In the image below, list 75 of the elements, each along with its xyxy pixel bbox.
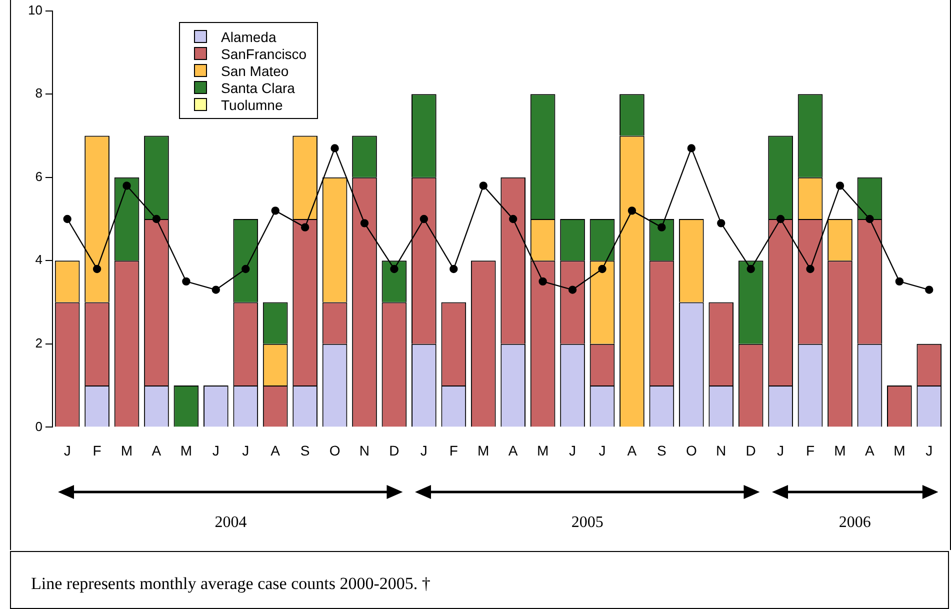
- point: [925, 286, 934, 294]
- point: [420, 214, 428, 224]
- x-tick-label: M: [120, 442, 133, 458]
- y-tick-label: 0: [35, 418, 42, 434]
- point: [568, 286, 577, 294]
- text: 2006: [838, 514, 871, 532]
- point: [806, 264, 814, 274]
- point: [390, 264, 398, 274]
- text: 2005: [571, 514, 604, 532]
- point: [776, 214, 785, 224]
- x-tick-label: F: [806, 442, 815, 458]
- x-tick-label: S: [657, 442, 666, 458]
- x-tick-label: J: [569, 442, 576, 458]
- x-tick-label: M: [478, 442, 490, 458]
- point: [92, 264, 102, 274]
- legend-label: SanFrancisco: [221, 46, 307, 62]
- y-tick-label: 6: [35, 168, 42, 184]
- point: [271, 206, 280, 215]
- point: [479, 182, 488, 190]
- x-tick-label: A: [865, 442, 876, 458]
- point: [212, 286, 220, 294]
- point: [450, 264, 458, 274]
- x-tick-label: M: [834, 442, 846, 458]
- x-tick-label: S: [300, 442, 310, 458]
- point: [538, 277, 547, 286]
- point: [895, 277, 904, 286]
- x-tick-label: J: [212, 442, 220, 458]
- x-tick-label: M: [536, 442, 549, 458]
- y-tick-label: 10: [28, 2, 42, 18]
- point: [330, 144, 339, 152]
- point: [242, 264, 250, 274]
- point: [63, 214, 72, 224]
- legend-label: San Mateo: [221, 62, 289, 78]
- x-tick-label: M: [180, 442, 192, 458]
- legend-label: Alameda: [221, 28, 276, 44]
- point: [866, 214, 874, 224]
- y-tick-label: 8: [35, 86, 42, 101]
- point: [152, 214, 161, 224]
- text: 2004: [214, 514, 247, 532]
- x-tick-label: N: [716, 442, 726, 458]
- point: [687, 144, 696, 152]
- x-tick-label: O: [686, 442, 697, 458]
- x-tick-label: O: [329, 442, 340, 458]
- point: [360, 219, 369, 228]
- point: [300, 223, 310, 232]
- text: Line represents monthly average case counts 2000-2005. †: [31, 574, 430, 594]
- x-tick-label: D: [746, 442, 756, 458]
- x-tick-label: J: [242, 442, 250, 458]
- x-tick-label: J: [64, 442, 71, 458]
- x-tick-label: A: [270, 442, 281, 458]
- point: [658, 223, 666, 232]
- point: [746, 264, 755, 274]
- point: [122, 182, 131, 190]
- x-tick-label: A: [152, 442, 162, 458]
- point: [182, 277, 190, 286]
- y-tick-label: 2: [35, 336, 42, 350]
- x-tick-label: J: [420, 442, 428, 458]
- x-tick-label: M: [894, 442, 906, 458]
- x-tick-label: J: [598, 442, 606, 458]
- y-tick-label: 4: [35, 252, 42, 268]
- point: [717, 219, 726, 228]
- point: [598, 264, 606, 274]
- x-tick-label: N: [359, 442, 370, 458]
- point: [836, 182, 844, 190]
- x-tick-label: J: [926, 442, 933, 458]
- legend-label: Tuolumne: [221, 96, 283, 112]
- x-tick-label: J: [777, 442, 784, 458]
- x-tick-label: D: [389, 442, 400, 458]
- point: [628, 206, 636, 215]
- x-tick-label: F: [449, 442, 458, 458]
- x-tick-label: F: [92, 442, 102, 458]
- legend-label: Santa Clara: [221, 80, 295, 96]
- x-tick-label: A: [508, 442, 518, 458]
- x-tick-label: A: [627, 442, 638, 458]
- point: [508, 214, 518, 224]
